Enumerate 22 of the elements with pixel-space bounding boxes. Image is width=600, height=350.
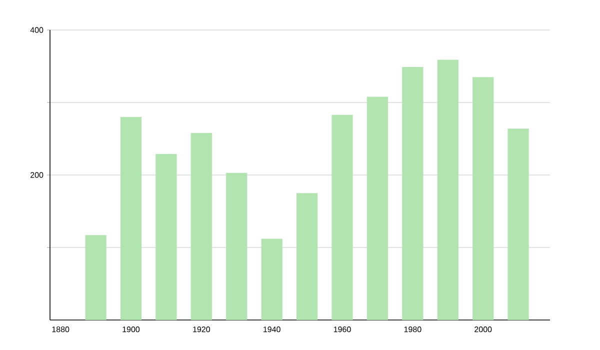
x-tick-label: 1880 [52,326,70,332]
bar [120,116,142,320]
bar [226,172,248,320]
x-tick-label: 1920 [193,326,210,332]
bar [296,193,318,320]
bar [437,60,458,320]
bar [332,114,353,320]
bar [156,154,177,320]
bar [261,238,282,320]
x-tick-label: 1980 [404,326,422,332]
x-tick-label: 1940 [264,326,280,332]
x-tick-label: 1900 [122,326,140,332]
y-tick-label: 200 [30,172,44,178]
bar [508,128,529,320]
bar [190,132,212,320]
bar [472,77,494,320]
y-tick-label: 400 [30,27,44,33]
x-tick-label: 1960 [334,326,351,332]
bar [85,235,106,320]
bar [366,96,388,320]
x-tick-label: 2000 [474,326,492,332]
bar [402,66,424,320]
